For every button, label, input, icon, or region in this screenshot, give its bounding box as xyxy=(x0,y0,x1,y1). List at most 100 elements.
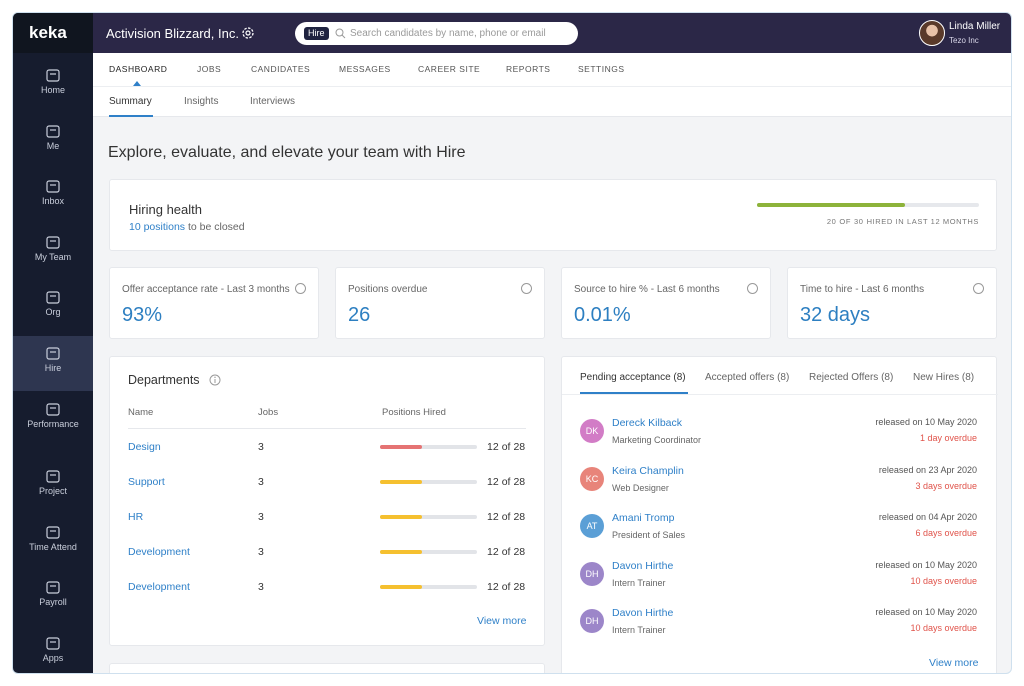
info-icon xyxy=(295,283,306,294)
candidate-role: Web Designer xyxy=(612,482,669,493)
nav-icon[interactable] xyxy=(45,123,61,139)
metric-card: Time to hire - Last 6 months 32 days xyxy=(787,267,997,339)
metric-value: 26 xyxy=(348,304,371,326)
nav-icon[interactable] xyxy=(45,468,61,484)
progress-fill xyxy=(380,585,422,589)
candidate-name[interactable]: Amani Tromp xyxy=(612,512,675,524)
nav-tab[interactable]: MESSAGES xyxy=(339,64,391,74)
settings-icon[interactable] xyxy=(241,26,255,40)
nav-label[interactable]: Org xyxy=(45,307,61,318)
info-icon[interactable] xyxy=(209,374,221,386)
nav-icon[interactable] xyxy=(45,67,61,83)
candidate-role: President of Sales xyxy=(612,530,686,540)
progress-track xyxy=(380,585,477,589)
page-heading: Explore, evaluate, and elevate your team… xyxy=(108,144,466,161)
candidate-name[interactable]: Davon Hirthe xyxy=(612,607,674,619)
department-name[interactable]: Development xyxy=(128,581,190,593)
nav-label[interactable]: Time Attend xyxy=(29,541,77,552)
nav-tab[interactable]: REPORTS xyxy=(506,64,551,74)
tabs-divider xyxy=(562,394,998,395)
candidate-name[interactable]: Dereck Kilback xyxy=(612,417,683,429)
released-date: released on 23 Apr 2020 xyxy=(878,464,977,475)
positions-link[interactable]: 10 positions xyxy=(129,221,186,233)
nav-icon[interactable] xyxy=(45,178,61,194)
metric-value: 0.01% xyxy=(574,304,631,326)
view-more[interactable]: View more xyxy=(929,657,979,669)
progress-track xyxy=(380,550,477,554)
avatar: DK xyxy=(580,419,604,443)
subnav-tab[interactable]: Insights xyxy=(184,96,219,107)
health-fill xyxy=(757,203,905,207)
total-count: 30 xyxy=(854,217,864,226)
user-avatar[interactable] xyxy=(919,20,945,46)
subnav-tab[interactable]: Summary xyxy=(109,96,152,107)
nav-tab[interactable]: JOBS xyxy=(197,64,222,74)
hired: 12 xyxy=(487,546,499,558)
info-icon xyxy=(747,283,758,294)
job-count: 3 xyxy=(258,546,264,558)
department-name[interactable]: Support xyxy=(128,476,165,488)
nav-label[interactable]: Home xyxy=(40,85,65,95)
nav-icon[interactable] xyxy=(45,289,61,305)
column-header: Name xyxy=(128,407,154,418)
nav-tab[interactable]: CANDIDATES xyxy=(251,64,311,74)
user-name: Linda Miller xyxy=(949,21,1001,32)
avatar: DH xyxy=(580,561,604,586)
view-more[interactable]: View more xyxy=(477,615,527,627)
nav-tab[interactable]: SETTINGS xyxy=(578,64,625,74)
overdue-status: 3 days overdue xyxy=(915,480,977,491)
department-name[interactable]: HR xyxy=(128,511,144,523)
nav-tab[interactable]: DASHBOARD xyxy=(109,64,168,74)
health-caption: 20 OF 30 HIRED IN LAST 12 MONTHS xyxy=(757,217,979,226)
active-underline xyxy=(580,392,688,394)
total: 28 xyxy=(513,476,526,488)
nav-label[interactable]: Me xyxy=(46,140,60,151)
candidate-role: Intern Trainer xyxy=(612,577,666,588)
of-word: OF xyxy=(839,217,852,226)
candidate-role: Marketing Coordinator xyxy=(612,435,702,445)
nav-icon[interactable] xyxy=(45,345,61,361)
offer-tab[interactable]: New Hires (8) xyxy=(913,372,975,383)
metric-label: Positions overdue xyxy=(348,284,428,295)
offer-tab[interactable]: Accepted offers (8) xyxy=(705,372,790,383)
of-word: of xyxy=(501,476,511,488)
nav-icon[interactable] xyxy=(45,579,61,595)
active-caret xyxy=(133,81,141,86)
company-name[interactable]: Activision Blizzard, Inc. xyxy=(106,26,239,41)
nav-label[interactable]: My Team xyxy=(34,251,72,262)
subnav-tab[interactable]: Interviews xyxy=(250,96,296,107)
department-name[interactable]: Development xyxy=(128,546,190,558)
offer-tab[interactable]: Rejected Offers (8) xyxy=(809,372,894,383)
of-word: of xyxy=(501,581,511,593)
department-name[interactable]: Design xyxy=(128,441,161,453)
nav-icon[interactable] xyxy=(45,401,61,417)
nav-icon[interactable] xyxy=(45,635,61,651)
column-header: Jobs xyxy=(258,407,279,418)
nav-icon[interactable] xyxy=(45,524,61,540)
nav-label[interactable]: Apps xyxy=(42,653,64,663)
candidate-name[interactable]: Davon Hirthe xyxy=(612,559,674,572)
candidate-name[interactable]: Keira Champlin xyxy=(612,464,684,477)
nav-divider xyxy=(93,86,1011,87)
search-box[interactable]: Hire Search candidates by name, phone or… xyxy=(295,22,578,45)
metric-label: Offer acceptance rate - Last 3 months xyxy=(122,284,290,295)
nav-label[interactable]: Inbox xyxy=(41,196,65,207)
nav-label[interactable]: Payroll xyxy=(39,597,67,608)
hired: 12 xyxy=(487,511,499,523)
total: 28 xyxy=(513,546,526,558)
total: 28 xyxy=(513,441,526,453)
job-count: 3 xyxy=(258,581,264,593)
progress-track xyxy=(380,445,477,449)
nav-label[interactable]: Performance xyxy=(27,418,79,429)
nav-icon[interactable] xyxy=(45,234,61,250)
nav-label[interactable]: Hire xyxy=(44,363,62,373)
hired: 12 xyxy=(487,476,499,488)
progress-track xyxy=(380,480,477,484)
nav-label[interactable]: Project xyxy=(38,486,67,497)
search-badge: Hire xyxy=(304,27,329,40)
metric-card: Offer acceptance rate - Last 3 months 93% xyxy=(109,267,319,339)
nav-tab[interactable]: CAREER SITE xyxy=(418,64,481,74)
progress-fill xyxy=(380,445,422,449)
released-date: released on 10 May 2020 xyxy=(875,417,977,427)
offer-tab[interactable]: Pending acceptance (8) xyxy=(580,372,686,383)
